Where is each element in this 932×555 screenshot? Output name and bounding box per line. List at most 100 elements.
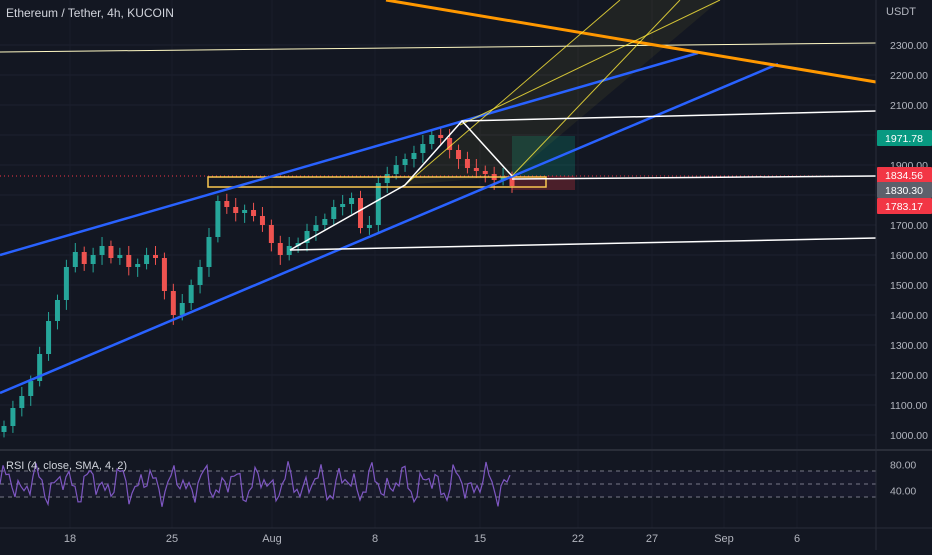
time-tick-label: 18 — [64, 533, 76, 545]
candle-body — [251, 210, 257, 216]
time-tick-label: 25 — [166, 533, 178, 545]
candle-body — [63, 267, 69, 300]
candle-body — [375, 183, 381, 225]
candle-body — [81, 252, 87, 264]
pattern-zigzag — [289, 119, 513, 251]
channel-upper — [0, 51, 699, 257]
price-label-box — [877, 182, 932, 198]
price-tick-label: 2100.00 — [890, 100, 928, 112]
channel-lower — [0, 62, 779, 395]
time-tick-label: 15 — [474, 533, 486, 545]
candle-body — [259, 216, 265, 225]
horizontal-resistance-line — [0, 42, 877, 53]
pattern-top-line — [461, 110, 877, 122]
currency-label: USDT — [886, 6, 916, 18]
chart-title: Ethereum / Tether, 4h, KUCOIN — [6, 6, 174, 20]
pattern-base-line — [289, 237, 877, 251]
candle-body — [117, 255, 123, 258]
candle-body — [135, 264, 141, 267]
time-tick-label: 8 — [372, 533, 378, 545]
rsi-tick-label: 80.00 — [890, 460, 916, 472]
candle-body — [144, 255, 150, 264]
candle-body — [99, 246, 105, 255]
price-label-text: 1971.78 — [885, 133, 923, 145]
orange-trendline — [385, 0, 877, 84]
candle-body — [242, 210, 248, 213]
candle-body — [215, 201, 221, 237]
candle-body — [19, 396, 25, 408]
candle-body — [268, 225, 274, 243]
candle-body — [384, 174, 390, 183]
candle-body — [188, 285, 194, 303]
candle-body — [224, 201, 230, 207]
candle-body — [72, 252, 78, 267]
candle-body — [108, 246, 114, 258]
time-tick-label: 6 — [794, 533, 800, 545]
candle-body — [28, 381, 34, 396]
price-label-box — [877, 198, 932, 214]
candle-body — [438, 135, 444, 138]
candle-body — [153, 255, 159, 258]
candle-body — [206, 237, 212, 267]
pattern-mid-line — [511, 175, 877, 180]
price-tick-label: 1500.00 — [890, 280, 928, 292]
rsi-band — [0, 471, 876, 497]
candle-body — [447, 138, 453, 150]
grid-lines — [0, 44, 876, 436]
candle-body — [90, 255, 96, 264]
candle-body — [340, 204, 346, 207]
candle-body — [179, 303, 185, 315]
candle-body — [366, 225, 372, 228]
candle-body — [429, 135, 435, 144]
candle-body — [277, 243, 283, 255]
candle-body — [233, 207, 239, 213]
candle-body — [402, 159, 408, 165]
time-tick-label: 27 — [646, 533, 658, 545]
candle-body — [161, 258, 167, 291]
price-label-box — [877, 167, 932, 183]
candle-body — [322, 219, 328, 225]
price-tick-label: 1600.00 — [890, 250, 928, 262]
price-tick-label: 2300.00 — [890, 40, 928, 52]
candle-body — [313, 225, 319, 231]
price-label-text: 1830.30 — [885, 185, 923, 197]
candle-body — [54, 300, 60, 321]
price-tick-label: 1000.00 — [890, 430, 928, 442]
pitchfork-line — [404, 0, 621, 186]
price-tick-label: 1400.00 — [890, 310, 928, 322]
candle-body — [500, 177, 506, 180]
candle-body — [473, 168, 479, 171]
candle-body — [295, 243, 301, 246]
support-zone — [207, 176, 547, 188]
candle-body — [411, 153, 417, 159]
rsi-pane — [0, 461, 876, 507]
candle-body — [37, 354, 43, 381]
candle-body — [456, 150, 462, 159]
rsi-tick-label: 40.00 — [890, 486, 916, 498]
candle-body — [357, 198, 363, 228]
time-tick-label: 22 — [572, 533, 584, 545]
pitchfork-line — [511, 0, 681, 177]
candle-body — [126, 255, 132, 267]
candle-body — [304, 231, 310, 243]
drawings-over — [0, 0, 877, 395]
price-labels: 1971.78 1834.56 1830.30 1783.17 — [877, 130, 932, 214]
pitchfork-line — [459, 0, 721, 126]
price-tick-label: 2200.00 — [890, 70, 928, 82]
candle-body — [170, 291, 176, 315]
price-tick-label: 1100.00 — [890, 400, 927, 412]
price-label-text: 1783.17 — [885, 201, 923, 213]
rsi-line — [0, 461, 511, 507]
candle-body — [509, 177, 515, 186]
candle-body — [1, 426, 7, 432]
candle-body — [420, 144, 426, 153]
candle-body — [349, 198, 355, 204]
rsi-label: RSI (4, close, SMA, 4, 2) — [6, 460, 128, 472]
candle-body — [482, 171, 488, 174]
price-tick-label: 1700.00 — [890, 220, 928, 232]
price-tick-label: 1200.00 — [890, 370, 928, 382]
candle-body — [464, 159, 470, 168]
candle-body — [393, 165, 399, 174]
